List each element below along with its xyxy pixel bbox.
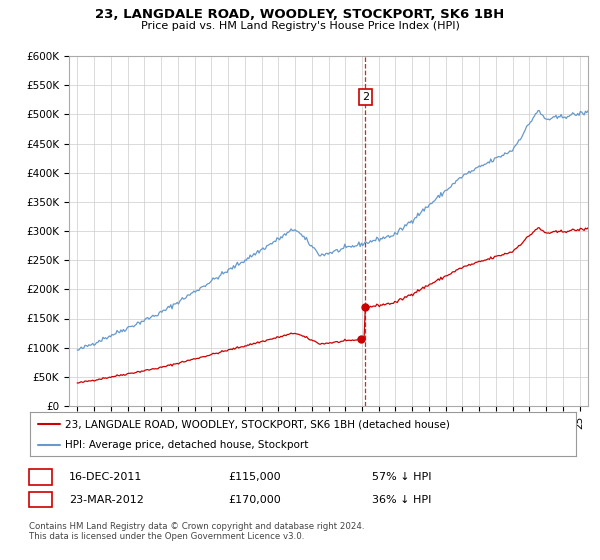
Text: 23, LANGDALE ROAD, WOODLEY, STOCKPORT, SK6 1BH: 23, LANGDALE ROAD, WOODLEY, STOCKPORT, S… — [95, 8, 505, 21]
Text: Contains HM Land Registry data © Crown copyright and database right 2024.
This d: Contains HM Land Registry data © Crown c… — [29, 522, 364, 542]
Text: £115,000: £115,000 — [228, 472, 281, 482]
Text: 23, LANGDALE ROAD, WOODLEY, STOCKPORT, SK6 1BH (detached house): 23, LANGDALE ROAD, WOODLEY, STOCKPORT, S… — [65, 419, 451, 429]
Text: HPI: Average price, detached house, Stockport: HPI: Average price, detached house, Stoc… — [65, 440, 309, 450]
Text: 1: 1 — [37, 470, 44, 484]
Text: £170,000: £170,000 — [228, 494, 281, 505]
Text: 16-DEC-2011: 16-DEC-2011 — [69, 472, 142, 482]
Text: Price paid vs. HM Land Registry's House Price Index (HPI): Price paid vs. HM Land Registry's House … — [140, 21, 460, 31]
Text: 23-MAR-2012: 23-MAR-2012 — [69, 494, 144, 505]
Text: 36% ↓ HPI: 36% ↓ HPI — [372, 494, 431, 505]
Text: 2: 2 — [362, 92, 369, 102]
Text: 2: 2 — [37, 493, 44, 506]
Text: 57% ↓ HPI: 57% ↓ HPI — [372, 472, 431, 482]
